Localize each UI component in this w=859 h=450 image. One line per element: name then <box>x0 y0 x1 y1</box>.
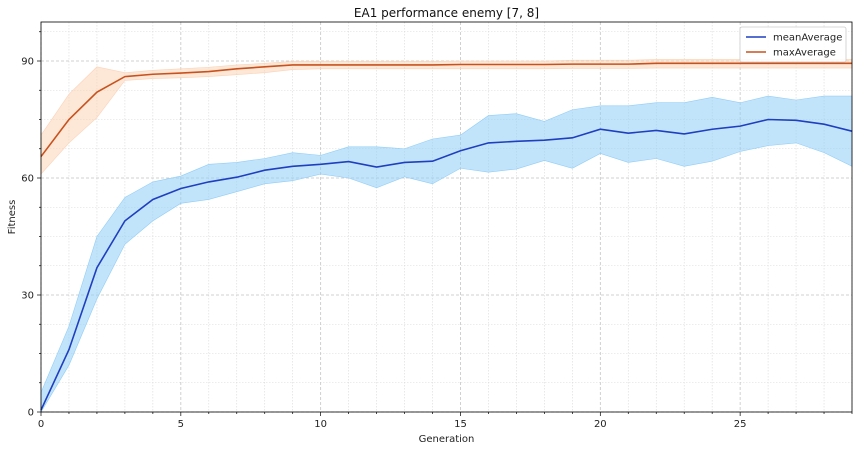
series-lines <box>40 62 853 411</box>
y-axis-label: Fitness <box>7 200 18 235</box>
x-tick-label: 5 <box>178 419 184 430</box>
confidence-bands <box>40 59 853 414</box>
axis-ticks: 0 5 10 15 20 25 0 30 60 90 <box>21 31 853 430</box>
band-meanAverage <box>40 95 853 414</box>
x-tick-label: 0 <box>38 419 44 430</box>
legend-label-maxAverage: maxAverage <box>773 48 836 59</box>
legend-label-meanAverage: meanAverage <box>773 33 842 44</box>
y-tick-label: 30 <box>21 291 34 302</box>
x-tick-label: 15 <box>454 419 467 430</box>
legend: meanAverage maxAverage <box>739 26 847 63</box>
x-tick-label: 25 <box>734 419 747 430</box>
x-tick-label: 20 <box>594 419 607 430</box>
x-axis-label: Generation <box>419 434 475 445</box>
y-tick-label: 60 <box>21 174 34 185</box>
y-tick-label: 0 <box>28 408 34 419</box>
legend-box <box>739 26 847 63</box>
line-meanAverage <box>40 118 853 411</box>
y-tick-label: 90 <box>21 57 34 68</box>
minor-grid <box>41 22 853 412</box>
x-tick-label: 10 <box>314 419 327 430</box>
chart-title: EA1 performance enemy [7, 8] <box>354 6 539 20</box>
plot-frame <box>40 21 853 413</box>
line-maxAverage <box>40 62 852 158</box>
